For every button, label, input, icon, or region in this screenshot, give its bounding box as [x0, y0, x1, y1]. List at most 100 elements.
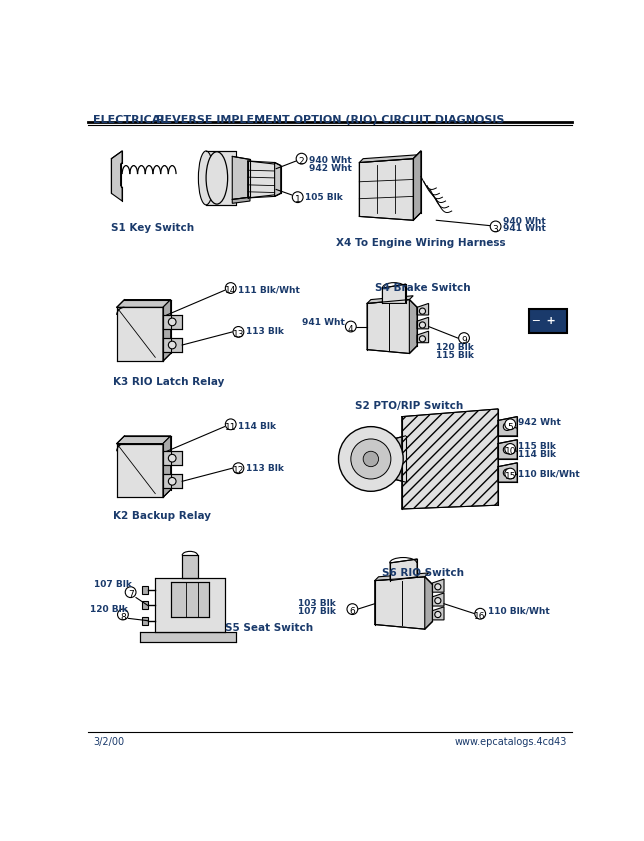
Text: 9: 9: [461, 336, 467, 346]
Circle shape: [296, 153, 307, 164]
Text: 7: 7: [128, 590, 133, 600]
Text: REVERSE IMPLEMENT OPTION (RIO) CIRCUIT DIAGNOSIS: REVERSE IMPLEMENT OPTION (RIO) CIRCUIT D…: [156, 114, 504, 124]
Text: 942 Wht: 942 Wht: [309, 164, 352, 173]
Polygon shape: [375, 577, 433, 629]
Circle shape: [345, 321, 356, 332]
Circle shape: [504, 469, 511, 477]
Polygon shape: [383, 284, 406, 304]
Polygon shape: [425, 577, 433, 629]
Text: ─  +: ─ +: [533, 316, 556, 326]
Circle shape: [459, 333, 469, 343]
Polygon shape: [498, 463, 517, 482]
Polygon shape: [413, 151, 421, 220]
Text: 115 Blk: 115 Blk: [518, 442, 556, 451]
Circle shape: [435, 598, 441, 604]
Polygon shape: [163, 299, 171, 361]
Polygon shape: [117, 436, 171, 443]
Circle shape: [419, 336, 426, 342]
Polygon shape: [232, 156, 250, 199]
Circle shape: [125, 587, 136, 598]
Text: 16: 16: [475, 612, 486, 621]
Polygon shape: [359, 151, 421, 220]
Text: 110 Blk/Wht: 110 Blk/Wht: [488, 607, 549, 616]
Ellipse shape: [198, 151, 214, 205]
Circle shape: [168, 341, 176, 349]
Text: 1: 1: [295, 195, 301, 204]
Polygon shape: [417, 317, 429, 329]
Circle shape: [117, 609, 128, 620]
Text: 3: 3: [493, 225, 498, 234]
Polygon shape: [367, 299, 417, 353]
Polygon shape: [182, 555, 198, 579]
Text: 14: 14: [225, 286, 236, 295]
Text: ELECTRICAL: ELECTRICAL: [93, 114, 167, 124]
Polygon shape: [417, 331, 429, 342]
Text: 115 Blk: 115 Blk: [436, 351, 474, 359]
Text: 8: 8: [120, 613, 126, 621]
Circle shape: [419, 308, 426, 315]
Text: 120 Blk: 120 Blk: [436, 343, 474, 352]
Polygon shape: [163, 436, 171, 498]
Text: 11: 11: [225, 422, 236, 431]
Polygon shape: [111, 151, 122, 201]
Text: 105 Blk: 105 Blk: [305, 193, 343, 202]
Polygon shape: [142, 586, 147, 594]
Polygon shape: [498, 416, 517, 436]
Circle shape: [419, 322, 426, 328]
Polygon shape: [163, 338, 182, 352]
Text: 942 Wht: 942 Wht: [518, 417, 561, 426]
Text: 114 Blk: 114 Blk: [238, 422, 276, 431]
Circle shape: [168, 318, 176, 325]
Polygon shape: [375, 573, 429, 580]
Circle shape: [339, 426, 403, 491]
Text: 120 Blk: 120 Blk: [90, 605, 128, 614]
Text: 5: 5: [507, 422, 513, 431]
Circle shape: [505, 468, 516, 479]
Polygon shape: [274, 162, 281, 197]
Text: 941 Wht: 941 Wht: [301, 318, 345, 327]
Polygon shape: [248, 161, 281, 198]
Circle shape: [435, 611, 441, 617]
Circle shape: [490, 221, 501, 232]
Polygon shape: [163, 474, 182, 489]
Circle shape: [505, 419, 516, 430]
Circle shape: [505, 443, 516, 454]
Text: K2 Backup Relay: K2 Backup Relay: [113, 511, 211, 521]
Circle shape: [504, 446, 511, 453]
Polygon shape: [498, 440, 517, 459]
Polygon shape: [142, 616, 147, 625]
Circle shape: [225, 419, 236, 430]
Polygon shape: [117, 307, 163, 361]
Circle shape: [347, 604, 358, 615]
Text: S1 Key Switch: S1 Key Switch: [111, 223, 194, 233]
Polygon shape: [410, 299, 417, 353]
Text: 940 Wht: 940 Wht: [504, 216, 546, 225]
Polygon shape: [171, 582, 209, 616]
Text: 941 Wht: 941 Wht: [504, 225, 546, 233]
Text: 10: 10: [504, 447, 516, 456]
Text: S5 Seat Switch: S5 Seat Switch: [225, 623, 313, 633]
Circle shape: [351, 439, 391, 479]
Text: 13: 13: [232, 331, 244, 339]
Text: 2: 2: [299, 157, 305, 166]
Polygon shape: [117, 299, 171, 307]
Text: S6 RIO Switch: S6 RIO Switch: [383, 569, 464, 579]
Circle shape: [233, 326, 244, 337]
Text: 4: 4: [348, 325, 354, 334]
Polygon shape: [155, 579, 225, 632]
Polygon shape: [390, 436, 406, 482]
Text: X4 To Engine Wiring Harness: X4 To Engine Wiring Harness: [336, 238, 506, 248]
Text: 103 Blk: 103 Blk: [298, 600, 336, 608]
Polygon shape: [417, 304, 429, 315]
Text: K3 RIO Latch Relay: K3 RIO Latch Relay: [113, 377, 224, 387]
Text: 110 Blk/Wht: 110 Blk/Wht: [518, 469, 580, 478]
Text: 940 Wht: 940 Wht: [309, 156, 352, 166]
Polygon shape: [433, 593, 444, 606]
Text: 107 Blk: 107 Blk: [93, 580, 131, 589]
Ellipse shape: [206, 151, 227, 204]
Text: 111 Blk/Wht: 111 Blk/Wht: [238, 286, 300, 295]
Polygon shape: [206, 151, 236, 205]
Circle shape: [363, 452, 379, 467]
Text: S2 PTO/RIP Switch: S2 PTO/RIP Switch: [355, 401, 464, 411]
Text: S4 Brake Switch: S4 Brake Switch: [375, 283, 470, 294]
